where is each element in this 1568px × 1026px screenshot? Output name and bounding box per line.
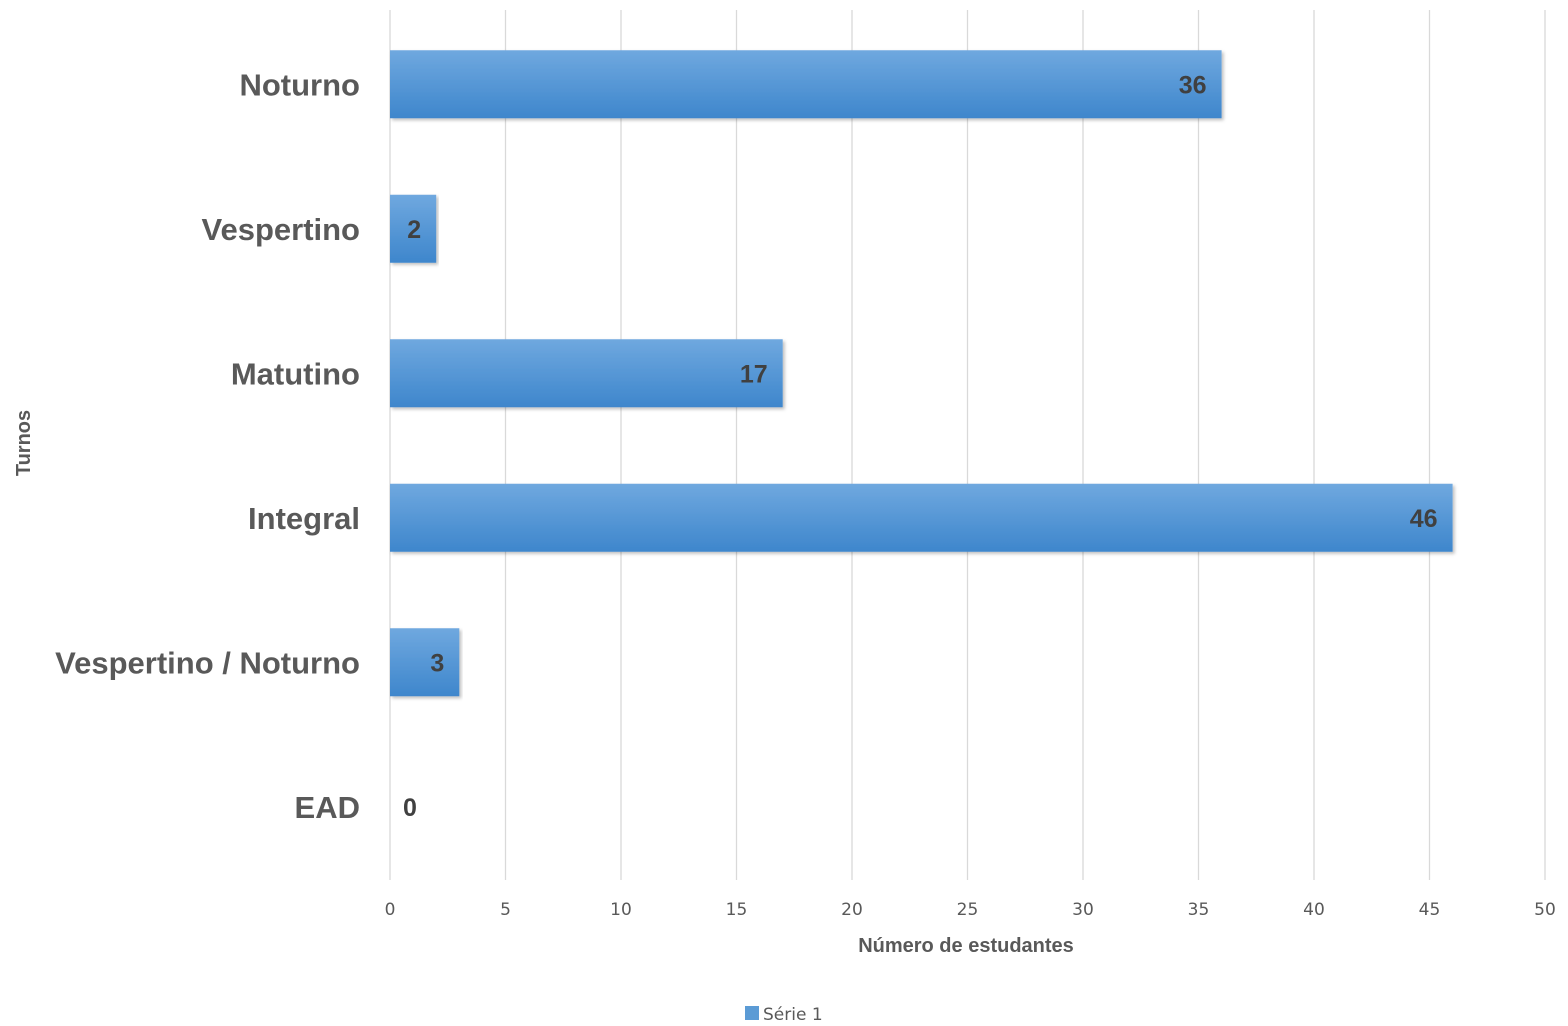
bar [390,628,460,697]
x-tick-label: 5 [500,900,511,920]
legend-swatch [745,1006,759,1020]
data-label: 17 [740,360,768,388]
category-label: Noturno [239,67,360,102]
data-label: 36 [1179,71,1207,99]
data-label: 46 [1410,505,1438,533]
x-axis-title: Número de estudantes [858,935,1074,957]
legend-label: Série 1 [763,1005,823,1025]
x-tick-label: 0 [385,900,396,920]
bar [390,339,783,408]
x-tick-labels: 0 5 10 15 20 25 30 35 40 45 50 [385,900,1556,920]
x-tick-label: 50 [1534,900,1556,920]
x-tick-label: 45 [1419,900,1441,920]
data-label: 0 [403,794,417,822]
category-label: Vespertino / Noturno [55,645,360,680]
x-tick-label: 30 [1072,900,1094,920]
category-label: EAD [295,790,360,825]
x-tick-label: 15 [726,900,748,920]
data-labels: 36 2 17 46 3 0 [403,71,1438,822]
bars [390,50,1453,697]
gridlines [389,10,1546,880]
category-label: Vespertino [202,212,361,247]
category-labels: Noturno Vespertino Matutino Integral Vespert… [55,67,360,825]
legend: Série 1 [745,1005,823,1025]
y-axis-title: Turnos [13,410,35,476]
data-label: 3 [430,649,444,677]
x-tick-label: 35 [1188,900,1210,920]
x-tick-label: 25 [957,900,979,920]
data-label: 2 [407,216,421,244]
x-tick-label: 40 [1303,900,1325,920]
bar [390,50,1222,119]
bar [390,483,1453,552]
bar [390,194,437,263]
category-label: Matutino [231,356,360,391]
x-tick-label: 10 [610,900,632,920]
x-tick-label: 20 [841,900,863,920]
category-label: Integral [248,501,360,536]
